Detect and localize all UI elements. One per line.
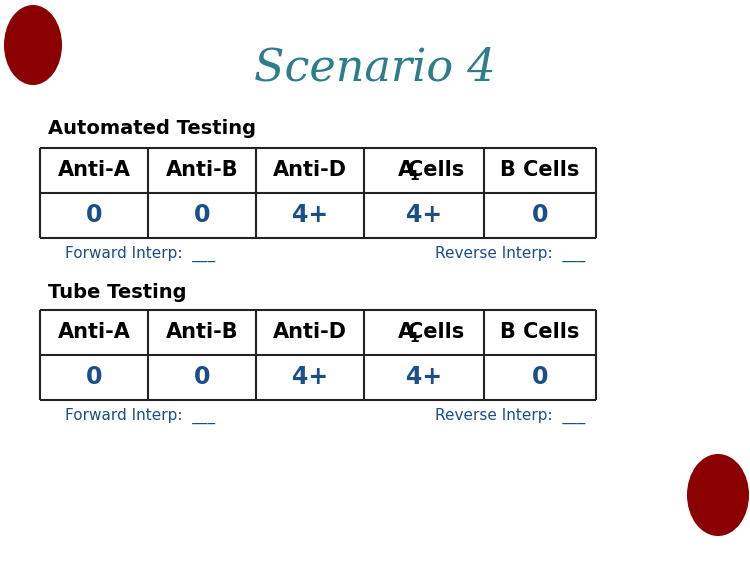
Ellipse shape — [687, 454, 749, 536]
Text: Anti-D: Anti-D — [273, 323, 347, 342]
Text: 0: 0 — [532, 203, 548, 227]
Text: B Cells: B Cells — [500, 323, 580, 342]
Text: Forward Interp:  ___: Forward Interp: ___ — [65, 408, 215, 424]
Text: 0: 0 — [194, 365, 210, 390]
Text: Anti-B: Anti-B — [166, 323, 238, 342]
Text: 1: 1 — [410, 330, 419, 345]
Ellipse shape — [4, 5, 62, 85]
Text: Cells: Cells — [408, 323, 464, 342]
Text: 1: 1 — [410, 168, 419, 182]
Text: 0: 0 — [194, 203, 210, 227]
Bar — [690, 379, 750, 400]
Text: A: A — [398, 323, 414, 342]
Text: 0: 0 — [86, 203, 102, 227]
Text: Anti-A: Anti-A — [58, 160, 130, 181]
Text: Scenario 4: Scenario 4 — [254, 46, 496, 90]
Text: Forward Interp:  ___: Forward Interp: ___ — [65, 246, 215, 262]
Text: Anti-D: Anti-D — [273, 160, 347, 181]
Text: 0: 0 — [532, 365, 548, 390]
Text: Tube Testing: Tube Testing — [48, 283, 187, 302]
Text: Anti-A: Anti-A — [58, 323, 130, 342]
Text: Anti-B: Anti-B — [166, 160, 238, 181]
Text: Reverse Interp:  ___: Reverse Interp: ___ — [435, 246, 585, 262]
Text: 4+: 4+ — [292, 203, 328, 227]
Text: B Cells: B Cells — [500, 160, 580, 181]
Text: 4+: 4+ — [406, 365, 442, 390]
Text: 4+: 4+ — [292, 365, 328, 390]
Text: 4+: 4+ — [406, 203, 442, 227]
Text: Reverse Interp:  ___: Reverse Interp: ___ — [435, 408, 585, 424]
Text: Automated Testing: Automated Testing — [48, 118, 256, 137]
Text: Cells: Cells — [408, 160, 464, 181]
Text: A: A — [398, 160, 414, 181]
Text: 0: 0 — [86, 365, 102, 390]
